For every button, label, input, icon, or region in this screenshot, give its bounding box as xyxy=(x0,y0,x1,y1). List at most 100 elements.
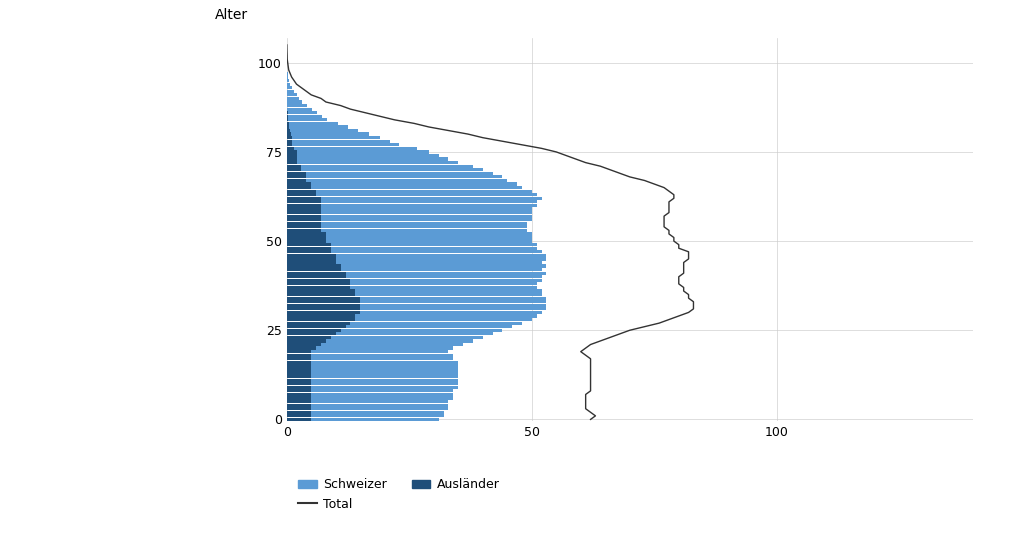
Bar xyxy=(287,368,311,371)
Legend: Schweizer, Total, Ausländer: Schweizer, Total, Ausländer xyxy=(293,474,505,516)
Bar xyxy=(287,114,288,118)
Bar xyxy=(336,261,542,264)
Bar xyxy=(287,211,322,214)
Bar xyxy=(311,364,459,368)
Bar xyxy=(287,347,316,350)
Bar xyxy=(287,389,311,393)
Bar xyxy=(311,418,438,421)
Bar xyxy=(287,140,292,143)
Bar xyxy=(355,289,542,293)
Bar xyxy=(360,311,542,314)
Bar xyxy=(322,221,526,225)
Bar xyxy=(287,350,311,353)
Bar xyxy=(288,111,317,114)
Bar xyxy=(345,275,542,278)
Bar xyxy=(287,207,322,211)
Bar xyxy=(331,243,537,246)
Bar xyxy=(287,279,350,282)
Bar xyxy=(287,186,311,189)
Bar xyxy=(350,279,542,282)
Bar xyxy=(322,343,463,346)
Bar xyxy=(287,232,326,235)
Bar xyxy=(311,361,459,364)
Bar xyxy=(287,307,360,310)
Bar xyxy=(287,325,345,328)
Bar xyxy=(287,293,355,296)
Bar xyxy=(341,265,547,268)
Bar xyxy=(289,122,338,125)
Bar xyxy=(287,165,301,168)
Bar xyxy=(360,303,547,307)
Bar xyxy=(322,207,531,211)
Bar xyxy=(287,261,336,264)
Bar xyxy=(331,247,537,250)
Bar xyxy=(292,136,380,139)
Bar xyxy=(287,343,322,346)
Bar xyxy=(287,386,311,389)
Bar xyxy=(350,282,537,286)
Bar xyxy=(287,400,311,403)
Bar xyxy=(297,158,449,161)
Bar xyxy=(287,225,322,228)
Bar xyxy=(287,258,336,260)
Bar xyxy=(311,396,454,400)
Bar xyxy=(311,386,459,389)
Bar xyxy=(311,372,459,375)
Bar xyxy=(322,211,531,214)
Bar xyxy=(287,361,311,364)
Bar xyxy=(287,372,311,375)
Bar xyxy=(287,282,350,286)
Bar xyxy=(326,236,531,239)
Y-axis label: Alter: Alter xyxy=(215,9,249,23)
Bar xyxy=(287,122,289,125)
Bar xyxy=(336,254,547,257)
Bar xyxy=(287,100,302,104)
Bar xyxy=(287,311,360,314)
Bar xyxy=(355,318,531,321)
Bar xyxy=(287,118,288,122)
Bar xyxy=(350,321,522,325)
Bar xyxy=(355,314,537,318)
Bar xyxy=(316,190,531,193)
Bar xyxy=(290,129,358,132)
Bar xyxy=(289,125,348,129)
Bar xyxy=(287,332,336,335)
Bar xyxy=(287,272,345,275)
Bar xyxy=(287,303,360,307)
Bar xyxy=(345,325,512,328)
Bar xyxy=(301,165,473,168)
Bar xyxy=(287,336,331,339)
Bar xyxy=(322,214,531,218)
Bar xyxy=(355,293,542,296)
Bar xyxy=(287,300,360,303)
Bar xyxy=(345,272,547,275)
Bar xyxy=(287,90,294,93)
Bar xyxy=(287,86,292,89)
Bar xyxy=(287,76,288,79)
Bar xyxy=(287,286,350,289)
Bar xyxy=(287,79,289,82)
Bar xyxy=(291,132,369,136)
Bar xyxy=(287,382,311,386)
Bar xyxy=(311,400,449,403)
Bar xyxy=(287,150,297,153)
Bar xyxy=(287,190,316,193)
Bar xyxy=(287,176,306,179)
Bar xyxy=(287,250,331,253)
Bar xyxy=(287,268,341,271)
Bar xyxy=(287,168,301,171)
Bar xyxy=(311,354,454,357)
Bar xyxy=(294,147,417,150)
Bar xyxy=(360,300,547,303)
Bar xyxy=(287,275,345,278)
Bar xyxy=(287,193,316,197)
Bar xyxy=(287,254,336,257)
Bar xyxy=(331,250,542,253)
Bar xyxy=(336,332,493,335)
Bar xyxy=(287,172,306,175)
Bar xyxy=(288,107,312,111)
Bar xyxy=(311,403,449,407)
Bar xyxy=(287,83,290,86)
Bar xyxy=(287,403,311,407)
Bar xyxy=(311,350,449,353)
